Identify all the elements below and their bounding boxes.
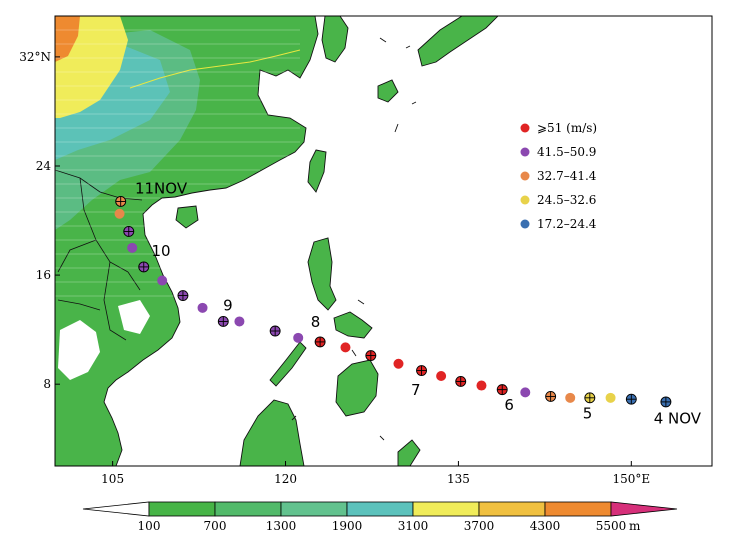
- legend-swatch: [520, 147, 530, 157]
- colorbar-segment: [478, 501, 546, 517]
- colorbar-segment: [346, 501, 414, 517]
- province-border: [129, 49, 301, 89]
- visayas-landmass: [333, 311, 373, 339]
- day-label: 4 NOV: [654, 410, 702, 428]
- track-point: [520, 387, 531, 398]
- track-point: [365, 350, 377, 361]
- legend-label: 24.5–32.6: [537, 193, 596, 207]
- legend-label: 17.2–24.4: [537, 217, 597, 231]
- colorbar-segment: [280, 501, 348, 517]
- palawan-landmass: [269, 341, 307, 387]
- lowland-area: [118, 300, 150, 334]
- hainan-landmass: [175, 205, 199, 229]
- track-point: [660, 396, 672, 408]
- track-point: [293, 332, 304, 343]
- track-point: [127, 242, 138, 253]
- lat-tick-label: 32°N: [19, 50, 51, 64]
- track-point: [197, 302, 208, 313]
- day-label: 7: [411, 381, 421, 399]
- legend-swatch: [520, 195, 530, 205]
- track-point: [455, 376, 467, 387]
- borneo-landmass: [239, 399, 305, 466]
- day-label: 5: [583, 404, 593, 422]
- map-frame: [54, 15, 713, 467]
- track-point: [340, 342, 351, 353]
- colorbar-label: 3700: [464, 519, 495, 533]
- taiwan-landmass: [307, 149, 327, 193]
- lon-tick-label: 150°E: [612, 472, 650, 486]
- elevation-colorbar: 100 700 1300 1900 3100 3700 4300 5500 m: [82, 501, 678, 533]
- terrain-stripes: [55, 29, 300, 297]
- track-point: [605, 392, 616, 403]
- sulawesi-landmass: [397, 439, 421, 466]
- colorbar-segment: [610, 501, 678, 517]
- colorbar-label: 4300: [530, 519, 561, 533]
- intensity-legend: ⩾51 (m/s) 41.5–50.9 32.7–41.4 24.5–32.6 17.2…: [520, 121, 597, 231]
- track-point: [584, 392, 596, 404]
- track-point: [625, 393, 637, 405]
- track-point: [545, 391, 557, 402]
- track-day-labels: 4 NOV 5 6 7 8 9 10 11NOV: [135, 179, 702, 427]
- typhoon-track: [114, 196, 672, 408]
- colorbar-segment: [412, 501, 480, 517]
- lon-tick-label: 105: [101, 472, 124, 486]
- legend-label: ⩾51 (m/s): [537, 121, 597, 135]
- colorbar-label: 100: [138, 519, 161, 533]
- track-point: [177, 290, 189, 301]
- korea-landmass: [321, 16, 349, 63]
- colorbar-label: 1900: [332, 519, 363, 533]
- track-point: [314, 336, 326, 348]
- track-point: [393, 358, 404, 369]
- track-point: [114, 208, 125, 219]
- lowland-area: [58, 320, 100, 380]
- colorbar-label: 1300: [266, 519, 297, 533]
- track-point: [476, 380, 487, 391]
- track-point: [157, 275, 168, 286]
- legend-label: 41.5–50.9: [537, 145, 596, 159]
- country-border: [55, 169, 143, 341]
- legend-swatch: [520, 171, 530, 181]
- track-point: [496, 384, 508, 396]
- day-label: 9: [223, 297, 233, 315]
- track-point: [436, 371, 447, 381]
- track-point: [138, 261, 150, 273]
- lat-tick-label: 24: [36, 159, 52, 173]
- colorbar-segment: [214, 501, 282, 517]
- track-point: [565, 392, 576, 403]
- day-label: 6: [504, 396, 514, 414]
- track-point: [115, 196, 127, 207]
- kyushu-landmass: [377, 79, 399, 103]
- legend-swatch: [520, 123, 530, 133]
- colorbar-label: 700: [204, 519, 227, 533]
- lat-tick-label: 8: [43, 377, 51, 391]
- legend-swatch: [520, 219, 530, 229]
- day-label: 10: [151, 242, 170, 260]
- japan-landmass: [417, 16, 499, 67]
- day-label: 11NOV: [135, 179, 188, 197]
- lon-tick-label: 135: [447, 472, 470, 486]
- colorbar-label: 3100: [398, 519, 429, 533]
- lon-tick-label: 120: [274, 472, 297, 486]
- track-point: [234, 316, 245, 327]
- day-label: 8: [311, 313, 321, 331]
- mindanao-landmass: [335, 359, 379, 417]
- terrain-layer: [55, 16, 499, 466]
- colorbar-segment: [82, 501, 150, 517]
- colorbar-unit: m: [629, 519, 641, 533]
- track-point: [269, 325, 281, 337]
- colorbar-label: 5500: [596, 519, 627, 533]
- luzon-landmass: [307, 237, 337, 311]
- track-point: [416, 365, 427, 376]
- track-point: [217, 316, 229, 327]
- colorbar-segment: [544, 501, 612, 517]
- legend-label: 32.7–41.4: [537, 169, 597, 183]
- plateau-orange: [55, 16, 80, 62]
- track-point: [123, 226, 135, 237]
- lat-tick-label: 16: [36, 268, 51, 282]
- colorbar-segment: [148, 501, 216, 517]
- small-island: [291, 37, 417, 441]
